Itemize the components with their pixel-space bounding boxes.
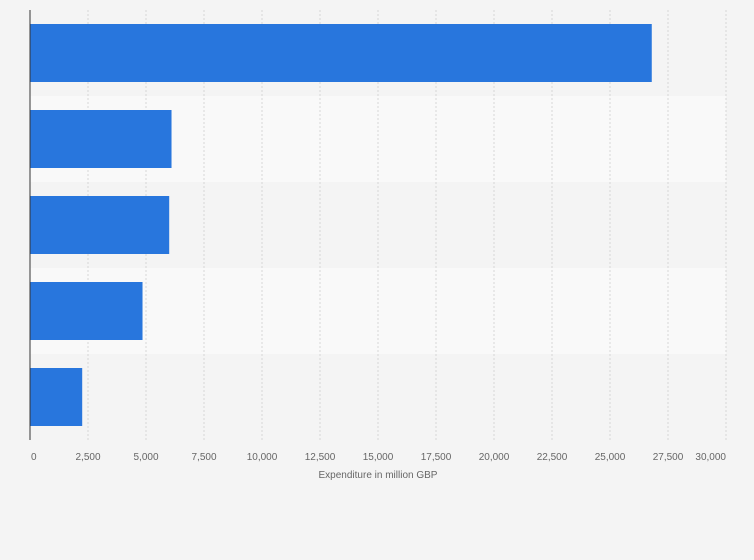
x-tick-label: 15,000: [363, 452, 394, 463]
x-tick-label: 25,000: [595, 452, 626, 463]
x-tick-label: 7,500: [191, 452, 216, 463]
x-tick-labels: 0 2,500 5,000 7,500 10,000 12,500 15,000 17,500…: [31, 452, 726, 463]
bar[interactable]: [30, 24, 652, 82]
x-tick-label: 5,000: [133, 452, 158, 463]
x-tick-label: 20,000: [479, 452, 510, 463]
bar[interactable]: [30, 196, 170, 254]
x-axis-title: Expenditure in million GBP: [319, 470, 438, 481]
bar[interactable]: [30, 282, 143, 340]
x-tick-label: 27,500: [653, 452, 684, 463]
x-tick-label: 10,000: [247, 452, 278, 463]
x-tick-label: 12,500: [305, 452, 336, 463]
x-tick-label: 0: [31, 452, 37, 463]
bar[interactable]: [30, 110, 172, 168]
bar[interactable]: [30, 368, 83, 426]
row-band: [30, 354, 726, 440]
x-tick-label: 17,500: [421, 452, 452, 463]
x-tick-label: 2,500: [75, 452, 100, 463]
x-tick-label: 22,500: [537, 452, 568, 463]
bars: [30, 24, 652, 426]
x-tick-label: 30,000: [695, 452, 726, 463]
